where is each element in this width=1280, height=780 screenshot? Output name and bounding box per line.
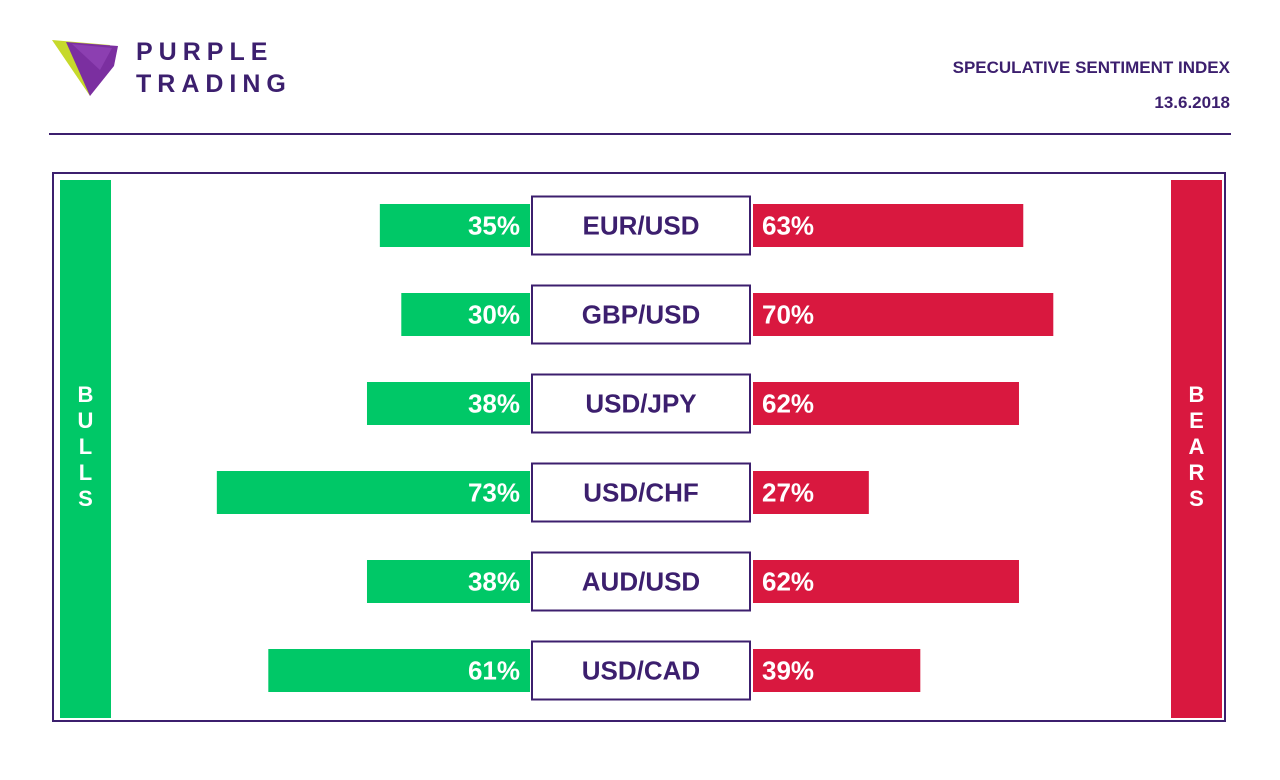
brand-name-line1: PURPLE (136, 38, 274, 66)
bear-bar (753, 293, 1054, 336)
bear-value-label: 27% (762, 478, 814, 508)
bear-bar (753, 649, 921, 692)
bull-bar (216, 471, 530, 514)
bears-label: B E A R S (1188, 382, 1205, 511)
bears-side-bar: B E A R S (1171, 180, 1222, 718)
bull-value-label: 30% (468, 300, 520, 330)
bull-bar (366, 382, 530, 425)
bear-value-label: 62% (762, 567, 814, 597)
bear-bar (753, 382, 1019, 425)
bulls-label: B U L L S (77, 382, 94, 511)
report-date: 13.6.2018 (1154, 93, 1230, 112)
bull-value-label: 38% (468, 567, 520, 597)
pair-box (531, 640, 751, 701)
pair-box (531, 284, 751, 345)
bull-value-label: 73% (468, 478, 520, 508)
bull-bar (401, 293, 530, 336)
pair-label: EUR/USD (582, 211, 699, 241)
bull-bar (379, 204, 530, 247)
chart-frame (52, 172, 1226, 722)
purple-trading-logo: PURPLE TRADING (52, 38, 312, 102)
pair-box (531, 195, 751, 256)
pair-label: USD/CAD (582, 656, 700, 686)
header-divider (49, 133, 1231, 135)
pair-box (531, 373, 751, 434)
pair-label: USD/CHF (583, 478, 699, 508)
logo-mark-icon (52, 40, 118, 96)
pair-label: AUD/USD (582, 567, 700, 597)
bull-value-label: 61% (468, 656, 520, 686)
bear-value-label: 63% (762, 211, 814, 241)
bear-value-label: 70% (762, 300, 814, 330)
pair-label: GBP/USD (582, 300, 700, 330)
report-title: SPECULATIVE SENTIMENT INDEX (952, 58, 1230, 77)
bull-bar (268, 649, 530, 692)
bear-bar (753, 560, 1019, 603)
bulls-side-bar: B U L L S (60, 180, 111, 718)
bear-value-label: 62% (762, 389, 814, 419)
bull-value-label: 35% (468, 211, 520, 241)
bear-bar (753, 471, 869, 514)
pair-box (531, 551, 751, 612)
bear-value-label: 39% (762, 656, 814, 686)
bull-value-label: 38% (468, 389, 520, 419)
pair-box (531, 462, 751, 523)
brand-name-line2: TRADING (136, 70, 292, 98)
bear-bar (753, 204, 1024, 247)
bull-bar (366, 560, 530, 603)
pair-label: USD/JPY (585, 389, 696, 419)
